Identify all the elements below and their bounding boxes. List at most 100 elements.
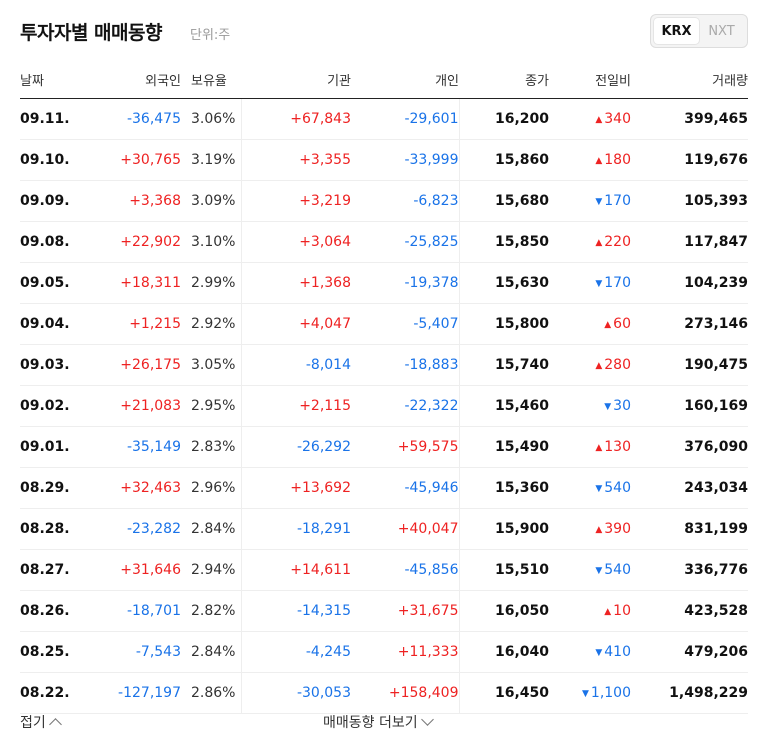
change-cell: ▲ 60 bbox=[549, 303, 631, 345]
institution-net-cell: +14,611 bbox=[240, 549, 351, 591]
close-price-cell: 16,050 bbox=[458, 590, 549, 632]
col-institution: 기관 bbox=[241, 60, 351, 99]
triangle-up-icon: ▲ bbox=[604, 607, 612, 617]
triangle-up-icon: ▲ bbox=[604, 320, 612, 330]
change-cell: ▼ 170 bbox=[549, 180, 631, 222]
change-value: 540 bbox=[604, 562, 631, 578]
individual-net-cell: -29,601 bbox=[351, 98, 459, 140]
triangle-down-icon: ▼ bbox=[604, 402, 612, 412]
col-date: 날짜 bbox=[20, 60, 73, 99]
volume-cell: 273,146 bbox=[631, 303, 748, 345]
date-cell: 08.25. bbox=[20, 631, 73, 673]
institution-net-cell: -26,292 bbox=[240, 426, 351, 468]
holding-rate-cell: 2.86% bbox=[181, 672, 241, 714]
change-value: 60 bbox=[613, 316, 631, 332]
foreign-net-cell: -23,282 bbox=[73, 508, 181, 550]
individual-net-cell: +59,575 bbox=[351, 426, 459, 468]
table-row: 09.01. -35,149 2.83% -26,292 +59,575 15,490 ▲ 1… bbox=[20, 426, 748, 468]
change-value: 280 bbox=[604, 357, 631, 373]
foreign-net-cell: +30,765 bbox=[73, 139, 181, 181]
close-price-cell: 15,360 bbox=[458, 467, 549, 509]
holding-rate-cell: 3.19% bbox=[181, 139, 241, 181]
holding-rate-cell: 3.10% bbox=[181, 221, 241, 263]
foreign-net-cell: +32,463 bbox=[73, 467, 181, 509]
individual-net-cell: -45,856 bbox=[351, 549, 459, 591]
foreign-net-cell: -127,197 bbox=[73, 672, 181, 714]
volume-cell: 243,034 bbox=[631, 467, 748, 509]
volume-cell: 423,528 bbox=[631, 590, 748, 632]
institution-net-cell: +3,064 bbox=[240, 221, 351, 263]
change-cell: ▲ 130 bbox=[549, 426, 631, 468]
triangle-up-icon: ▲ bbox=[595, 443, 603, 453]
volume-cell: 160,169 bbox=[631, 385, 748, 427]
date-cell: 09.05. bbox=[20, 262, 73, 304]
close-price-cell: 15,860 bbox=[458, 139, 549, 181]
change-value: 1,100 bbox=[590, 685, 631, 701]
col-change: 전일비 bbox=[549, 60, 631, 99]
investor-trading-table: 날짜 외국인 보유율 기관 개인 종가 전일비 거래량 09.11. -36,47… bbox=[20, 60, 748, 714]
triangle-up-icon: ▲ bbox=[595, 238, 603, 248]
individual-net-cell: -45,946 bbox=[351, 467, 459, 509]
change-cell: ▼ 30 bbox=[549, 385, 631, 427]
table-row: 09.08. +22,902 3.10% +3,064 -25,825 15,850 ▲ 22… bbox=[20, 221, 748, 263]
unit-label: 단위:주 bbox=[190, 28, 231, 43]
holding-rate-cell: 2.84% bbox=[181, 631, 241, 673]
date-cell: 09.04. bbox=[20, 303, 73, 345]
institution-net-cell: -18,291 bbox=[240, 508, 351, 550]
volume-cell: 336,776 bbox=[631, 549, 748, 591]
triangle-up-icon: ▲ bbox=[595, 525, 603, 535]
individual-net-cell: +158,409 bbox=[351, 672, 459, 714]
date-cell: 09.02. bbox=[20, 385, 73, 427]
change-cell: ▲ 340 bbox=[549, 98, 631, 140]
close-price-cell: 15,460 bbox=[458, 385, 549, 427]
foreign-net-cell: -35,149 bbox=[73, 426, 181, 468]
volume-cell: 399,465 bbox=[631, 98, 748, 140]
volume-cell: 1,498,229 bbox=[631, 672, 748, 714]
change-value: 390 bbox=[604, 521, 631, 537]
change-value: 540 bbox=[604, 480, 631, 496]
close-price-cell: 16,040 bbox=[458, 631, 549, 673]
col-holding: 보유율 bbox=[181, 60, 241, 99]
close-price-cell: 15,800 bbox=[458, 303, 549, 345]
individual-net-cell: -18,883 bbox=[351, 344, 459, 386]
foreign-net-cell: +31,646 bbox=[73, 549, 181, 591]
change-value: 180 bbox=[604, 152, 631, 168]
foreign-net-cell: +22,902 bbox=[73, 221, 181, 263]
more-label: 매매동향 더보기 bbox=[323, 715, 418, 731]
institution-net-cell: +3,219 bbox=[240, 180, 351, 222]
foreign-net-cell: -7,543 bbox=[73, 631, 181, 673]
individual-net-cell: +11,333 bbox=[351, 631, 459, 673]
table-header-row: 날짜 외국인 보유율 기관 개인 종가 전일비 거래량 bbox=[20, 60, 748, 99]
footer: 접기 매매동향 더보기 bbox=[0, 712, 768, 736]
change-value: 410 bbox=[604, 644, 631, 660]
tab-nxt[interactable]: NXT bbox=[708, 23, 735, 39]
close-price-cell: 15,680 bbox=[458, 180, 549, 222]
holding-rate-cell: 2.96% bbox=[181, 467, 241, 509]
institution-net-cell: +13,692 bbox=[240, 467, 351, 509]
institution-net-cell: -8,014 bbox=[240, 344, 351, 386]
collapse-button[interactable]: 접기 bbox=[20, 712, 62, 732]
change-value: 170 bbox=[604, 275, 631, 291]
individual-net-cell: -5,407 bbox=[351, 303, 459, 345]
date-cell: 08.22. bbox=[20, 672, 73, 714]
table-row: 09.10. +30,765 3.19% +3,355 -33,999 15,860 ▲ 18… bbox=[20, 139, 748, 181]
table-row: 09.04. +1,215 2.92% +4,047 -5,407 15,800 ▲ 60 27… bbox=[20, 303, 748, 345]
change-cell: ▲ 390 bbox=[549, 508, 631, 550]
tab-krx[interactable]: KRX bbox=[654, 18, 699, 44]
foreign-net-cell: +26,175 bbox=[73, 344, 181, 386]
foreign-net-cell: -36,475 bbox=[73, 98, 181, 140]
triangle-down-icon: ▼ bbox=[595, 648, 603, 658]
change-value: 220 bbox=[604, 234, 631, 250]
close-price-cell: 16,450 bbox=[458, 672, 549, 714]
close-price-cell: 15,900 bbox=[458, 508, 549, 550]
volume-cell: 104,239 bbox=[631, 262, 748, 304]
holding-rate-cell: 3.05% bbox=[181, 344, 241, 386]
foreign-net-cell: -18,701 bbox=[73, 590, 181, 632]
change-cell: ▲ 280 bbox=[549, 344, 631, 386]
close-price-cell: 15,630 bbox=[458, 262, 549, 304]
chevron-up-icon bbox=[48, 718, 62, 731]
change-value: 130 bbox=[604, 439, 631, 455]
holding-rate-cell: 2.99% bbox=[181, 262, 241, 304]
triangle-up-icon: ▲ bbox=[595, 115, 603, 125]
more-trading-button[interactable]: 매매동향 더보기 bbox=[323, 712, 434, 732]
